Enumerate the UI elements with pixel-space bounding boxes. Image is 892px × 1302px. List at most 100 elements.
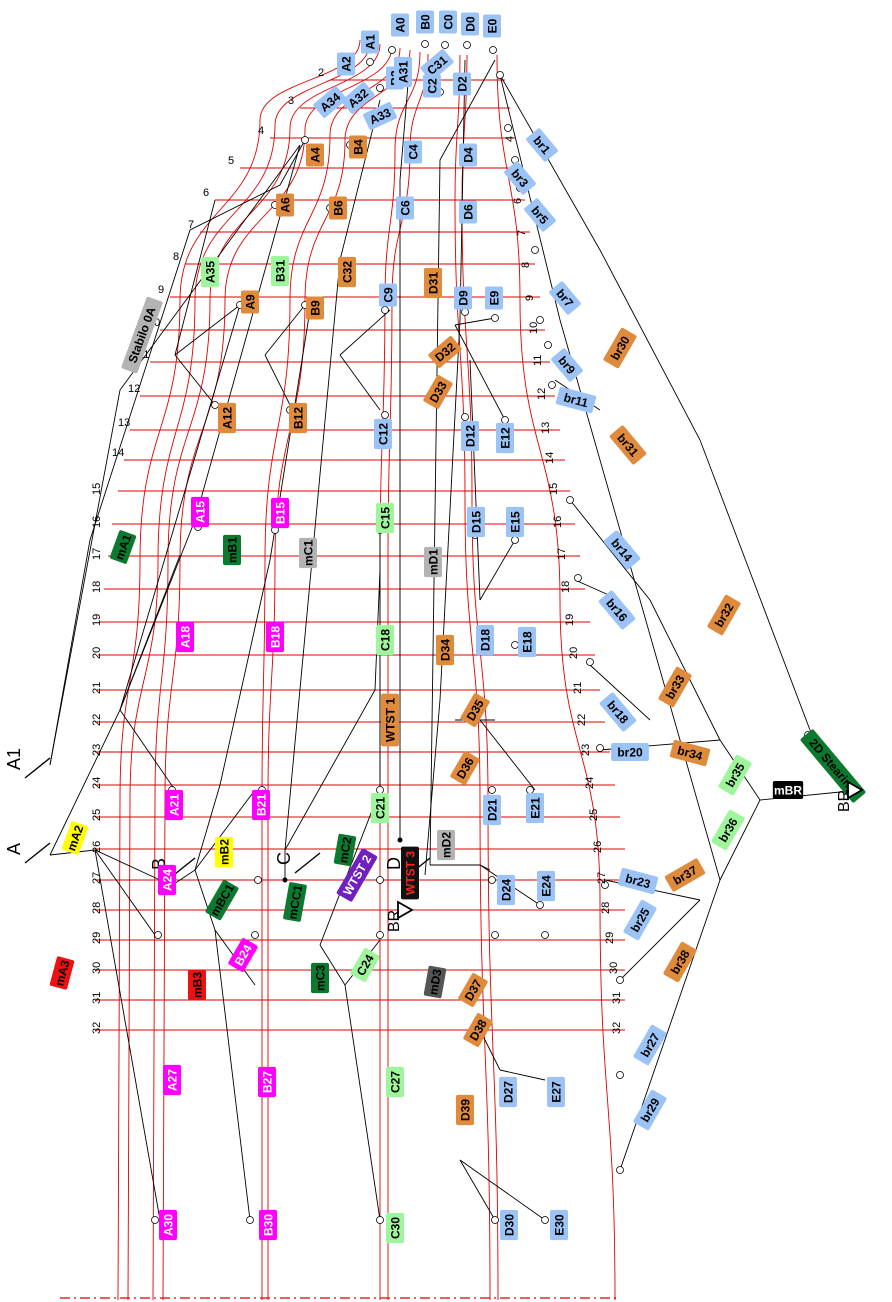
part-label-bg [266, 621, 284, 653]
part-label-bg [259, 1209, 277, 1241]
part-label-bg [459, 143, 477, 167]
node-marker [151, 1216, 159, 1224]
connector-line [164, 309, 311, 891]
part-label-text: mB3 [190, 972, 204, 998]
part-label-bg [165, 789, 183, 821]
frame-number-right: 31 [611, 992, 623, 1004]
part-label-bg [311, 962, 329, 994]
br-markers: BR BR [386, 780, 864, 932]
part-label-bg [664, 858, 706, 892]
node-marker [488, 876, 496, 884]
part-label-text: br34 [676, 743, 704, 763]
part-label: D21 [483, 794, 501, 826]
connector-line [499, 1069, 546, 1081]
node-marker [376, 931, 384, 939]
part-label-text: D18 [478, 629, 492, 651]
part-label-bg [391, 13, 409, 37]
frame-number: 28 [91, 902, 103, 914]
part-label: C9 [379, 283, 397, 307]
connector-line [49, 144, 301, 856]
frame-number-right: 7 [516, 230, 528, 236]
node-marker [548, 381, 556, 389]
node-marker [616, 1166, 624, 1174]
part-label: C32 [338, 256, 356, 288]
part-label-text: C6 [398, 200, 412, 216]
part-label-text: C15 [378, 507, 392, 529]
part-label-text: E9 [487, 290, 501, 305]
stringer-line [127, 41, 371, 1301]
part-label-bg [496, 422, 514, 454]
part-label: mC2 [333, 833, 357, 867]
part-label-bg [176, 621, 194, 653]
part-label: br1 [526, 128, 558, 162]
node-marker [421, 40, 429, 48]
part-label-text: B4 [351, 139, 365, 155]
part-label-bg [633, 1089, 667, 1131]
part-label-bg [394, 56, 412, 88]
frame-number-right: 14 [544, 452, 556, 464]
node-marker [566, 496, 574, 504]
part-label-text: br23 [624, 871, 652, 891]
part-label: D30 [500, 1209, 518, 1241]
frame-number-right: 32 [611, 1022, 623, 1034]
part-label-bg [547, 1076, 565, 1108]
part-label-bg [467, 506, 485, 538]
part-label-text: A30 [161, 1214, 175, 1236]
part-label: D27 [499, 1076, 517, 1108]
frame-number: 12 [128, 383, 140, 395]
part-label: E0 [483, 14, 501, 38]
part-label: D6 [459, 200, 477, 224]
connector-line [174, 354, 216, 406]
connector-line [459, 1159, 546, 1221]
part-label: D31 [424, 267, 442, 299]
part-label-bg [386, 1066, 404, 1098]
group-letter-stroke [24, 842, 51, 864]
stringer-line [152, 43, 381, 1301]
part-label-text: D6 [461, 204, 475, 220]
part-label: br36 [711, 809, 745, 851]
connector-line [479, 719, 536, 791]
part-label-text: D34 [438, 639, 452, 661]
part-label-bg [121, 296, 163, 374]
frame-number-right: 12 [536, 388, 548, 400]
part-label: br29 [633, 1089, 667, 1131]
part-label-bg [454, 286, 472, 310]
frame-number: 4 [258, 125, 264, 137]
group-letter: A1 [4, 748, 24, 770]
part-label: B27 [258, 1066, 276, 1098]
frame-number: 6 [203, 187, 209, 199]
node-marker [526, 786, 534, 794]
frame-number: 5 [228, 155, 234, 167]
part-label: D32 [428, 336, 462, 368]
connector-line [454, 317, 496, 326]
part-label-text: B31 [273, 260, 287, 282]
part-label-bg [609, 425, 647, 465]
part-label: mB2 [215, 836, 233, 868]
frame-number: 31 [91, 992, 103, 1004]
part-label-bg [497, 874, 515, 906]
node-marker [441, 41, 449, 49]
part-label: br27 [633, 1024, 667, 1066]
part-label: D38 [463, 1013, 493, 1047]
part-label-text: A24 [160, 869, 174, 891]
part-label: br30 [603, 327, 637, 369]
frame-number-right: 27 [596, 872, 608, 884]
part-label: A35 [201, 256, 219, 288]
part-label-text: br11 [562, 390, 590, 410]
part-label-bg [663, 941, 697, 983]
part-label: A18 [176, 621, 194, 653]
part-label-bg [461, 12, 479, 36]
part-label-bg [603, 327, 637, 369]
part-label-bg [550, 1209, 568, 1241]
part-label-bg [350, 948, 380, 982]
stringer-line [387, 53, 429, 1300]
node-marker [246, 1216, 254, 1224]
part-label-text: B9 [308, 300, 322, 316]
part-label: C27 [386, 1066, 404, 1098]
part-label: B30 [259, 1209, 277, 1241]
frame-number-right: 28 [600, 902, 612, 914]
part-label: mBC1 [205, 879, 239, 921]
node-marker [489, 46, 497, 54]
part-label-text: A2 [339, 56, 353, 72]
